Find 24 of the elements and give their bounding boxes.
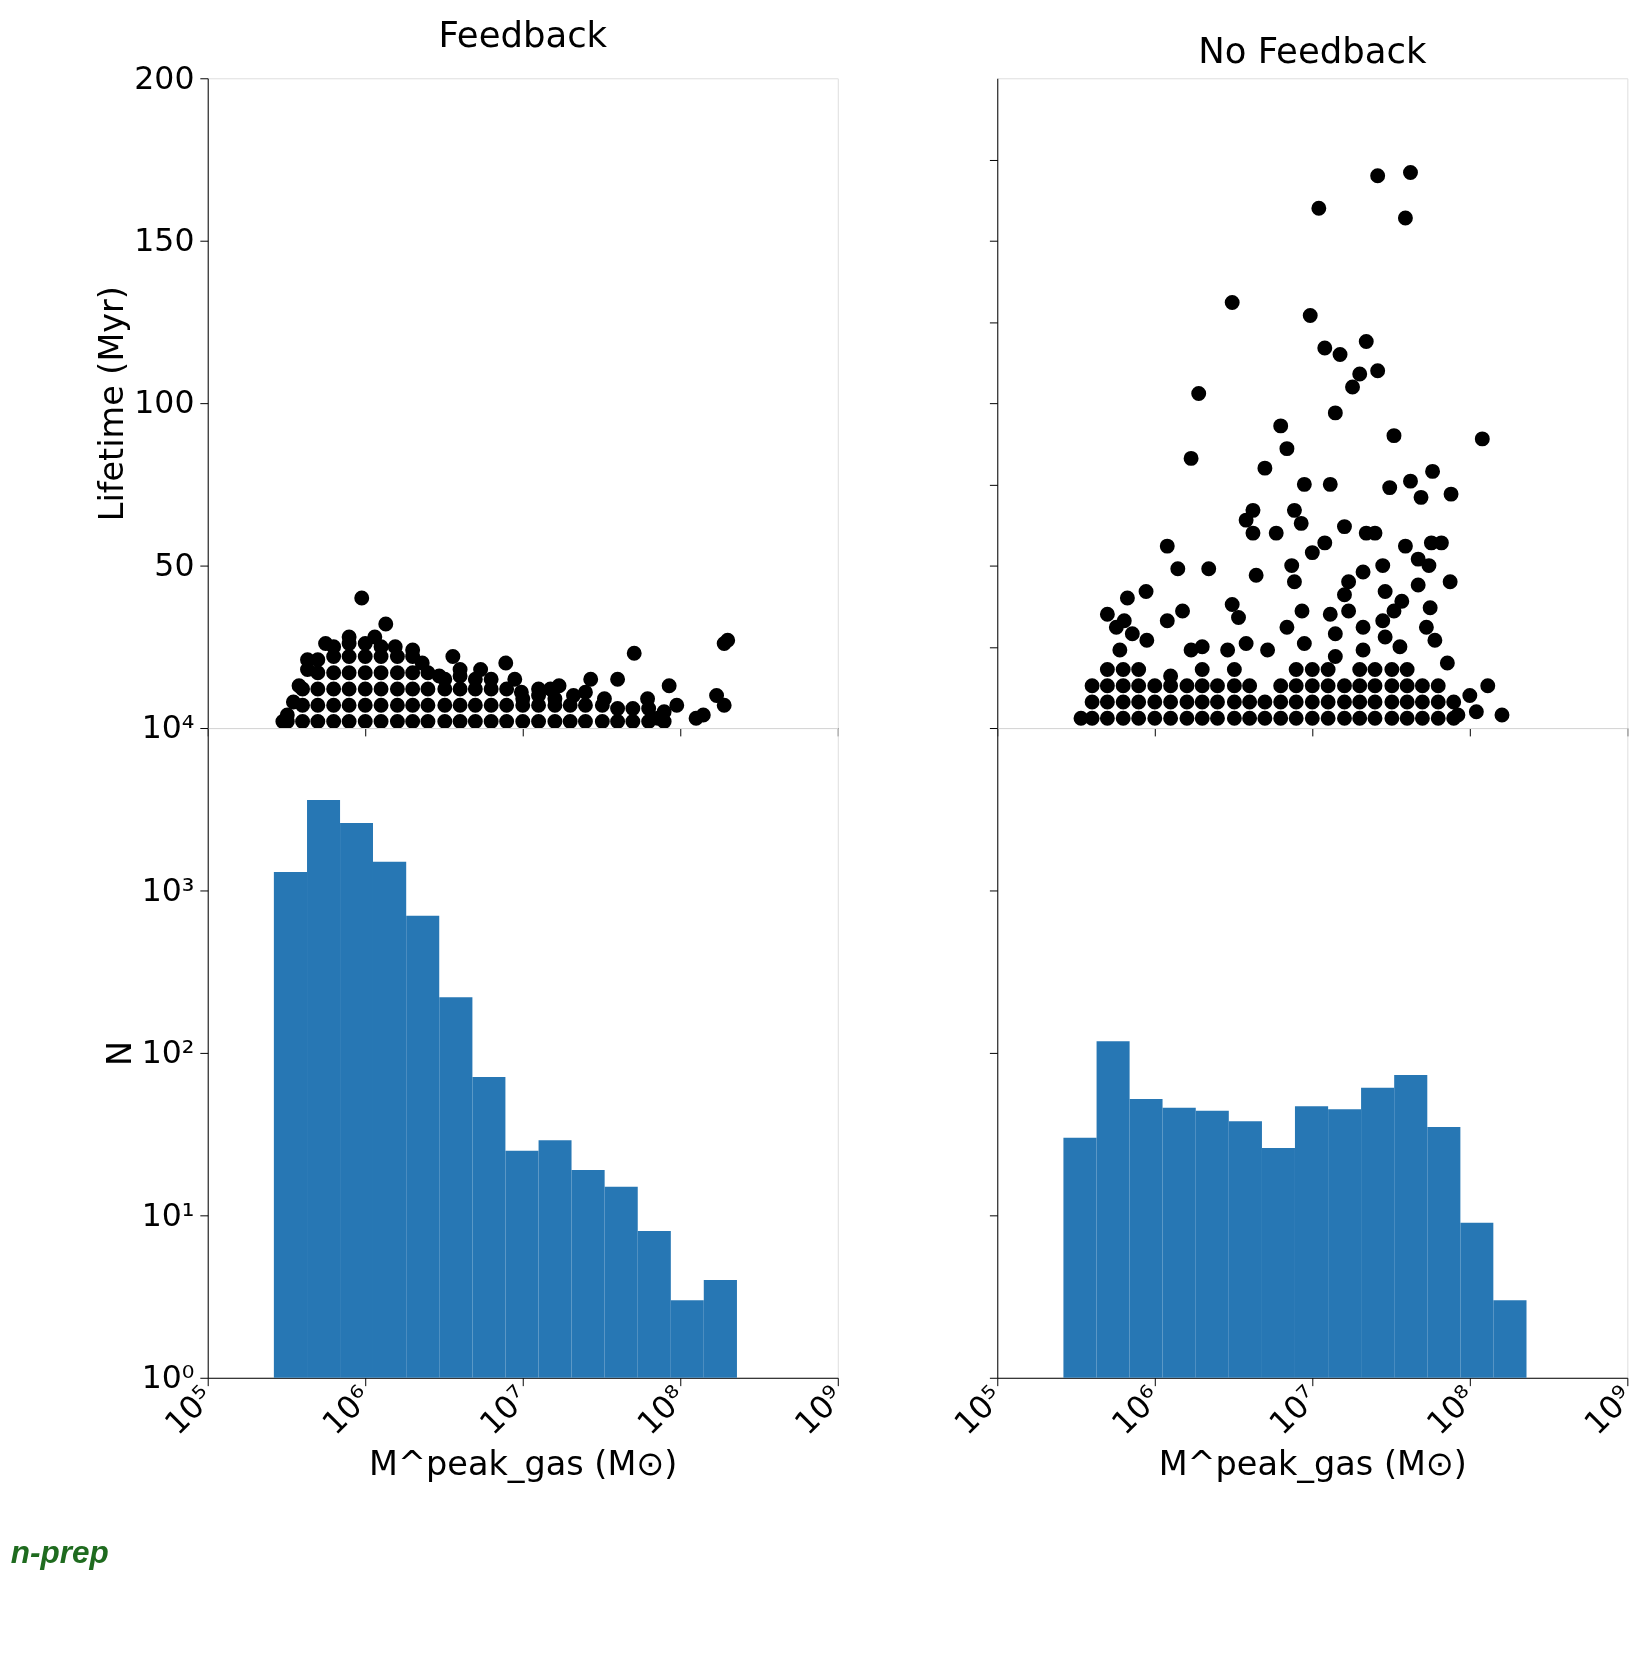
y-axis-title: Lifetime (Myr) bbox=[92, 286, 132, 522]
x-tick-label: 10⁸ bbox=[1419, 1378, 1483, 1442]
x-tick-label: 10⁷ bbox=[472, 1378, 536, 1442]
y-tick-label: 100 bbox=[134, 384, 195, 421]
x-tick-label: 10⁸ bbox=[629, 1378, 693, 1442]
x-tick-label: 10⁶ bbox=[1104, 1378, 1168, 1442]
x-tick-label: 10⁵ bbox=[946, 1378, 1010, 1442]
text: n-prep bbox=[10, 1533, 109, 1570]
x-tick-label: 10⁶ bbox=[314, 1378, 378, 1442]
x-tick-label: 10⁹ bbox=[1577, 1378, 1640, 1442]
y-tick-label: 10³ bbox=[141, 871, 195, 908]
chart-title: Feedback bbox=[438, 13, 608, 55]
x-tick-label: 10⁷ bbox=[1261, 1378, 1325, 1442]
x-axis-title: M^peak_gas (M⊙) bbox=[1158, 1443, 1467, 1483]
y-tick-label: 10² bbox=[141, 1034, 195, 1071]
y-tick-label: 150 bbox=[134, 222, 195, 259]
y-tick-label: 50 bbox=[154, 546, 195, 583]
y-tick-label: 200 bbox=[134, 59, 195, 96]
x-tick-label: 10⁹ bbox=[787, 1378, 851, 1442]
chart-title: No Feedback bbox=[1198, 29, 1427, 71]
y-axis-title: N bbox=[99, 1040, 139, 1066]
y-tick-label: 10⁴ bbox=[141, 709, 195, 746]
y-tick-label: 10¹ bbox=[141, 1196, 195, 1233]
x-axis-title: M^peak_gas (M⊙) bbox=[369, 1443, 678, 1483]
